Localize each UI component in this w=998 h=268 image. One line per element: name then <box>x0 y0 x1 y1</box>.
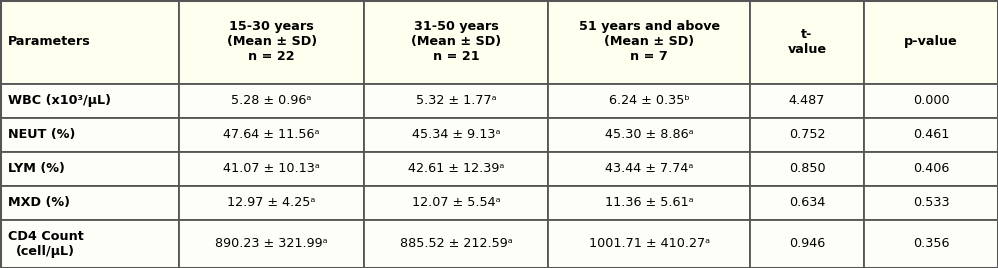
Text: 6.24 ± 0.35ᵇ: 6.24 ± 0.35ᵇ <box>609 94 690 107</box>
Bar <box>364 186 548 220</box>
Text: 1001.71 ± 410.27ᵃ: 1001.71 ± 410.27ᵃ <box>589 237 710 251</box>
Text: 885.52 ± 212.59ᵃ: 885.52 ± 212.59ᵃ <box>400 237 513 251</box>
Bar <box>548 152 750 186</box>
Text: 0.533: 0.533 <box>912 196 949 209</box>
Bar <box>0 186 180 220</box>
Bar <box>548 220 750 268</box>
Text: 15-30 years
(Mean ± SD)
n = 22: 15-30 years (Mean ± SD) n = 22 <box>227 20 316 63</box>
Text: MXD (%): MXD (%) <box>8 196 70 209</box>
Text: 0.752: 0.752 <box>788 128 825 141</box>
Text: WBC (x10³/µL): WBC (x10³/µL) <box>8 94 111 107</box>
Text: 0.406: 0.406 <box>913 162 949 175</box>
Bar <box>364 118 548 152</box>
Bar <box>548 186 750 220</box>
Bar <box>364 220 548 268</box>
Text: 5.32 ± 1.77ᵃ: 5.32 ± 1.77ᵃ <box>416 94 496 107</box>
Bar <box>0 118 180 152</box>
Text: 51 years and above
(Mean ± SD)
n = 7: 51 years and above (Mean ± SD) n = 7 <box>579 20 720 63</box>
Bar <box>180 84 364 118</box>
Text: 0.634: 0.634 <box>788 196 825 209</box>
Text: Parameters: Parameters <box>8 35 91 49</box>
Bar <box>750 186 864 220</box>
Text: LYM (%): LYM (%) <box>8 162 65 175</box>
Bar <box>180 220 364 268</box>
Text: 0.000: 0.000 <box>912 94 949 107</box>
Text: 890.23 ± 321.99ᵃ: 890.23 ± 321.99ᵃ <box>216 237 328 251</box>
Text: NEUT (%): NEUT (%) <box>8 128 76 141</box>
Text: 45.34 ± 9.13ᵃ: 45.34 ± 9.13ᵃ <box>412 128 500 141</box>
Bar <box>180 118 364 152</box>
Text: 4.487: 4.487 <box>788 94 825 107</box>
Bar <box>0 220 180 268</box>
Text: 45.30 ± 8.86ᵃ: 45.30 ± 8.86ᵃ <box>605 128 694 141</box>
Bar <box>548 118 750 152</box>
Bar <box>364 0 548 84</box>
Bar <box>750 220 864 268</box>
Text: 0.850: 0.850 <box>788 162 825 175</box>
Bar <box>750 84 864 118</box>
Bar <box>180 186 364 220</box>
Text: 12.97 ± 4.25ᵃ: 12.97 ± 4.25ᵃ <box>228 196 315 209</box>
Bar <box>864 220 998 268</box>
Text: 47.64 ± 11.56ᵃ: 47.64 ± 11.56ᵃ <box>224 128 320 141</box>
Bar <box>0 84 180 118</box>
Bar <box>180 0 364 84</box>
Bar <box>864 84 998 118</box>
Text: t-
value: t- value <box>787 28 826 56</box>
Text: 0.356: 0.356 <box>913 237 949 251</box>
Bar <box>364 152 548 186</box>
Text: 11.36 ± 5.61ᵃ: 11.36 ± 5.61ᵃ <box>605 196 694 209</box>
Bar <box>864 118 998 152</box>
Bar <box>750 118 864 152</box>
Text: 0.946: 0.946 <box>788 237 825 251</box>
Bar <box>548 0 750 84</box>
Bar <box>364 84 548 118</box>
Text: 31-50 years
(Mean ± SD)
n = 21: 31-50 years (Mean ± SD) n = 21 <box>411 20 501 63</box>
Bar <box>548 84 750 118</box>
Text: 5.28 ± 0.96ᵃ: 5.28 ± 0.96ᵃ <box>232 94 311 107</box>
Text: 41.07 ± 10.13ᵃ: 41.07 ± 10.13ᵃ <box>224 162 320 175</box>
Text: p-value: p-value <box>904 35 958 49</box>
Bar <box>864 0 998 84</box>
Bar <box>750 0 864 84</box>
Bar <box>180 152 364 186</box>
Text: CD4 Count
(cell/µL): CD4 Count (cell/µL) <box>8 230 84 258</box>
Bar <box>750 152 864 186</box>
Text: 12.07 ± 5.54ᵃ: 12.07 ± 5.54ᵃ <box>412 196 500 209</box>
Bar <box>864 152 998 186</box>
Text: 42.61 ± 12.39ᵃ: 42.61 ± 12.39ᵃ <box>408 162 504 175</box>
Bar <box>864 186 998 220</box>
Text: 0.461: 0.461 <box>913 128 949 141</box>
Text: 43.44 ± 7.74ᵃ: 43.44 ± 7.74ᵃ <box>605 162 694 175</box>
Bar <box>0 0 180 84</box>
Bar <box>0 152 180 186</box>
